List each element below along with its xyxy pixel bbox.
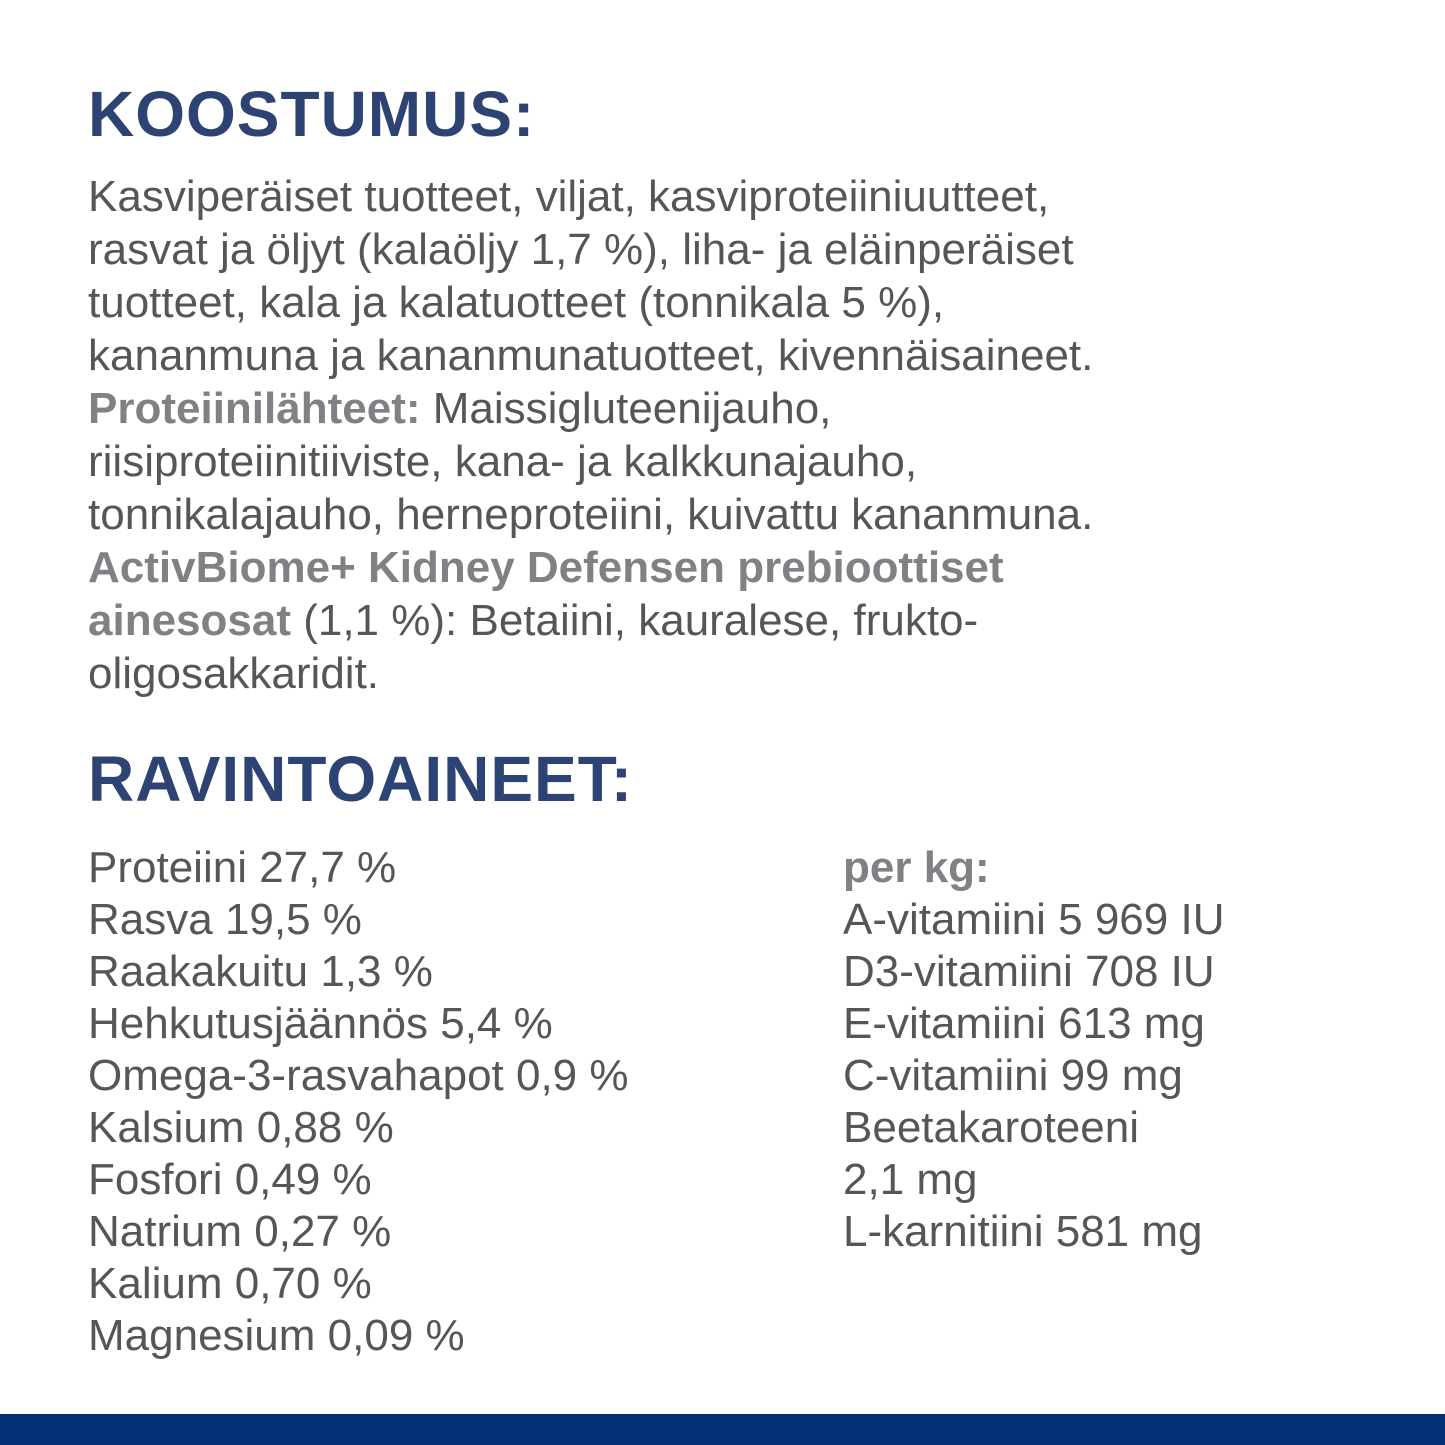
nutrients-right-column: per kg: A-vitamiini 5 969 IU D3-vitamiini…	[843, 842, 1403, 1258]
nutrient-line: Magnesium 0,09 %	[88, 1311, 465, 1360]
nutrients-left-column: Proteiini 27,7 % Rasva 19,5 % Raakakuitu 1…	[88, 842, 838, 1362]
composition-line: tuotteet, kala ja kalatuotteet (tonnikal…	[88, 276, 1388, 329]
nutrient-line: Rasva 19,5 %	[88, 895, 362, 944]
composition-line: kananmuna ja kananmunatuotteet, kivennäi…	[88, 329, 1388, 382]
vitamin-line: 2,1 mg	[843, 1155, 978, 1204]
vitamin-line: A-vitamiini 5 969 IU	[843, 895, 1225, 944]
composition-line: Proteiinilähteet: Maissigluteenijauho,	[88, 382, 1388, 435]
composition-line: Kasviperäiset tuotteet, viljat, kasvipro…	[88, 170, 1388, 223]
vitamin-line: Beetakaroteeni	[843, 1103, 1139, 1152]
nutrient-line: Kalsium 0,88 %	[88, 1103, 394, 1152]
per-kg-items: A-vitamiini 5 969 IU D3-vitamiini 708 IU E…	[843, 894, 1403, 1258]
composition-line: tonnikalajauho, herneproteiini, kuivattu…	[88, 488, 1388, 541]
vitamin-line: L-karnitiini 581 mg	[843, 1207, 1203, 1256]
ingredient-text: Maissigluteenijauho,	[420, 384, 832, 433]
nutrient-line: Proteiini 27,7 %	[88, 843, 397, 892]
nutrient-line: Hehkutusjäännös 5,4 %	[88, 999, 553, 1048]
composition-line: oligosakkaridit.	[88, 647, 1388, 700]
bottom-accent-bar	[0, 1414, 1445, 1445]
ingredient-text: tonnikalajauho, herneproteiini, kuivattu…	[88, 490, 1094, 539]
nutrient-line: Fosfori 0,49 %	[88, 1155, 372, 1204]
nutrient-line: Omega-3-rasvahapot 0,9 %	[88, 1051, 629, 1100]
composition-heading: KOOSTUMUS:	[88, 78, 536, 150]
ingredient-text: Kasviperäiset tuotteet, viljat, kasvipro…	[88, 172, 1050, 221]
bold-ingredient-label: ainesosat	[88, 596, 291, 645]
vitamin-line: E-vitamiini 613 mg	[843, 999, 1205, 1048]
composition-line: rasvat ja öljyt (kalaöljy 1,7 %), liha- …	[88, 223, 1388, 276]
nutrient-line: Kalium 0,70 %	[88, 1259, 372, 1308]
ingredient-text: tuotteet, kala ja kalatuotteet (tonnikal…	[88, 278, 945, 327]
nutrient-line: Natrium 0,27 %	[88, 1207, 392, 1256]
composition-line: ainesosat (1,1 %): Betaiini, kauralese, …	[88, 594, 1388, 647]
ingredient-text: rasvat ja öljyt (kalaöljy 1,7 %), liha- …	[88, 225, 1074, 274]
ingredient-text: oligosakkaridit.	[88, 649, 380, 698]
bold-ingredient-label: ActivBiome+ Kidney Defensen prebioottise…	[88, 543, 1004, 592]
ingredient-text: (1,1 %): Betaiini, kauralese, frukto-	[290, 596, 979, 645]
vitamin-line: D3-vitamiini 708 IU	[843, 947, 1215, 996]
ingredient-text: kananmuna ja kananmunatuotteet, kivennäi…	[88, 331, 1094, 380]
vitamin-line: C-vitamiini 99 mg	[843, 1051, 1183, 1100]
nutrient-line: Raakakuitu 1,3 %	[88, 947, 433, 996]
composition-line: riisiproteiinitiiviste, kana- ja kalkkun…	[88, 435, 1388, 488]
nutrients-heading: RAVINTOAINEET:	[88, 743, 633, 815]
composition-text-block: Kasviperäiset tuotteet, viljat, kasvipro…	[88, 170, 1388, 700]
bold-ingredient-label: Proteiinilähteet:	[88, 384, 421, 433]
ingredient-text: riisiproteiinitiiviste, kana- ja kalkkun…	[88, 437, 918, 486]
per-kg-header: per kg:	[843, 843, 990, 892]
composition-line: ActivBiome+ Kidney Defensen prebioottise…	[88, 541, 1388, 594]
